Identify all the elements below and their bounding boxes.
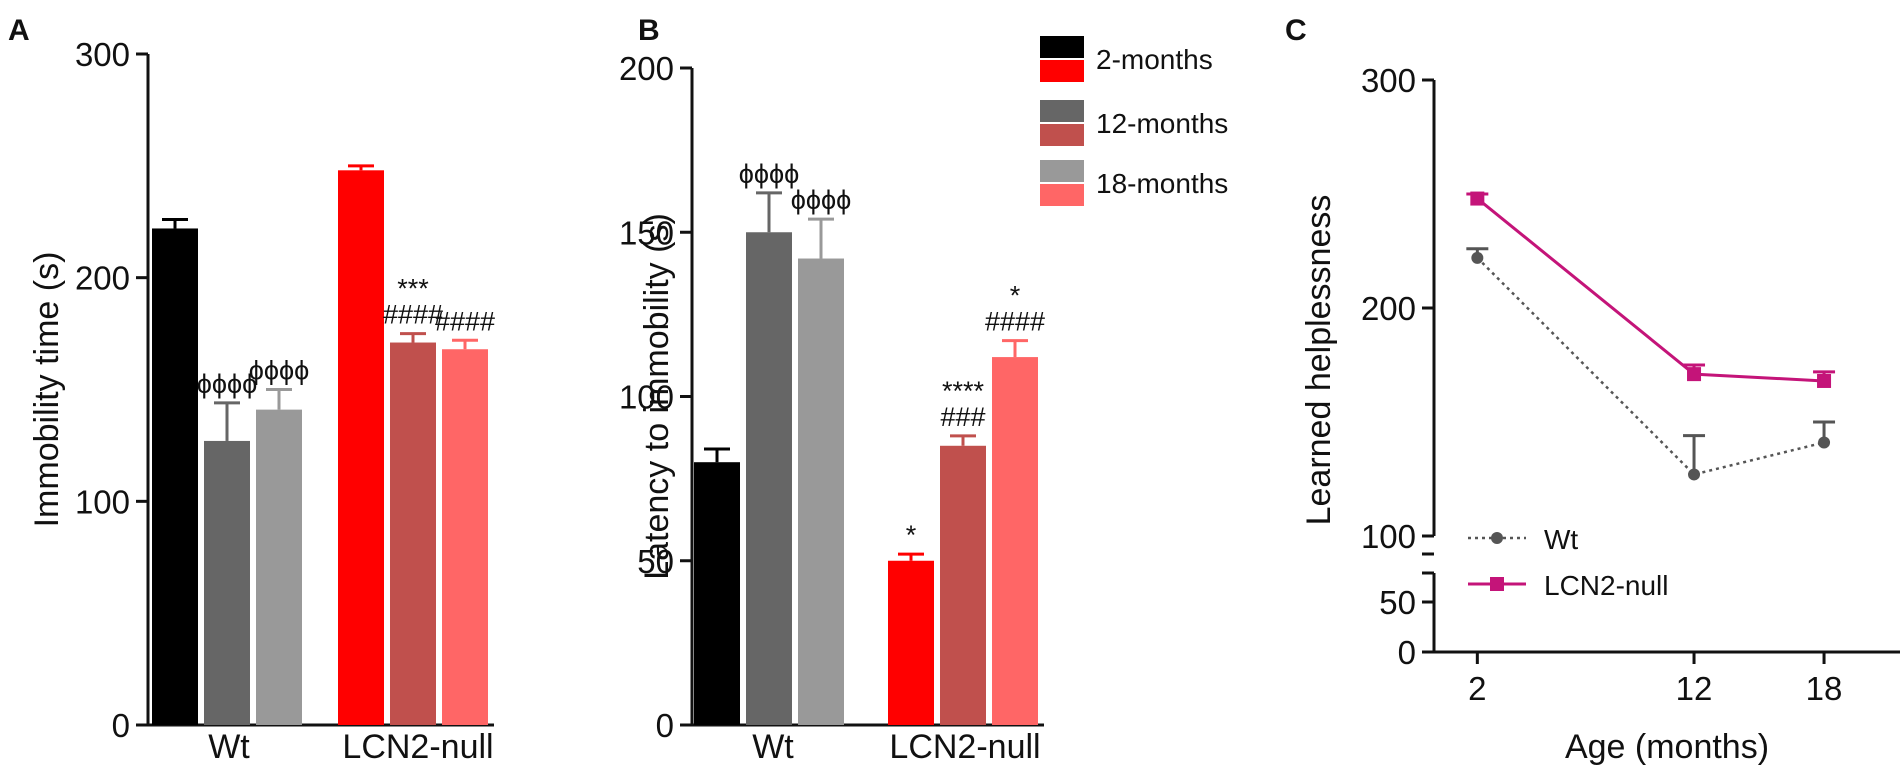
panel-b-bar <box>694 462 740 725</box>
panel-c-x-tick-label: 12 <box>1676 670 1713 707</box>
panel-c-y-tick-label: 200 <box>1361 290 1416 327</box>
panel-a-bar <box>204 440 250 725</box>
panel-a-significance-label: #### <box>383 300 443 330</box>
panel-b-bar <box>798 258 844 725</box>
panel-c-legend-label: Wt <box>1544 524 1578 555</box>
panel-a-group-label: Wt <box>208 728 250 766</box>
panel-c-legend-label: LCN2-null <box>1544 570 1669 601</box>
panel-b: B 0 50 100 150 200 Latency to immobility (s) ϕ… <box>619 14 1228 766</box>
panel-b-legend-label: 18-months <box>1096 168 1228 199</box>
panel-c-x-tick-label: 2 <box>1468 670 1486 707</box>
panel-c-data-point <box>1817 373 1832 388</box>
panel-b-legend-swatch <box>1040 184 1084 206</box>
panel-a-significance-label: #### <box>435 306 495 336</box>
panel-c-series-line <box>1476 256 1825 476</box>
panel-b-bar <box>746 232 792 725</box>
panel-b-legend-label: 2-months <box>1096 44 1213 75</box>
panel-c-legend-marker <box>1491 532 1503 544</box>
panel-a-y-tick-label: 100 <box>75 483 130 520</box>
panel-b-significance-label: #### <box>985 307 1045 337</box>
panel-c-letter: C <box>1285 14 1307 47</box>
panel-a-significance-label: ϕϕϕϕ <box>197 369 258 399</box>
panel-b-significance-label: * <box>906 520 917 550</box>
panel-b-y-tick-label: 0 <box>656 707 674 744</box>
panel-a-bar <box>442 349 488 725</box>
panel-c-y-tick-label: 0 <box>1398 634 1416 671</box>
panel-a-significance-label: *** <box>397 274 429 304</box>
panel-c-x-tick-label: 18 <box>1806 670 1843 707</box>
panel-a-significance-label: ϕϕϕϕ <box>249 356 310 386</box>
panel-c-data-point <box>1687 367 1702 382</box>
panel-a-y-label: Immobility time (s) <box>28 252 66 528</box>
panel-b-significance-label: ### <box>940 402 985 432</box>
panel-b-y-tick-label: 100 <box>619 379 674 416</box>
panel-b-y-tick-label: 200 <box>619 50 674 87</box>
panel-b-y-tick-label: 50 <box>637 543 674 580</box>
panel-c-y-tick-label: 300 <box>1361 62 1416 99</box>
panel-c-data-point <box>1471 251 1484 264</box>
panel-c-y-tick-label: 100 <box>1361 518 1416 555</box>
panel-b-legend-swatch <box>1040 124 1084 146</box>
panel-b-significance-label: ϕϕϕϕ <box>739 159 800 189</box>
panel-c-legend-marker <box>1490 577 1504 591</box>
panel-a-y-tick-label: 300 <box>75 36 130 73</box>
panel-b-legend-swatch <box>1040 100 1084 122</box>
panel-a-group-label: LCN2-null <box>342 728 493 766</box>
panel-c-data-point <box>1470 191 1485 206</box>
panel-c-x-label: Age (months) <box>1565 728 1769 766</box>
panel-b-bar <box>888 560 934 725</box>
panel-b-significance-label: ϕϕϕϕ <box>791 185 852 215</box>
panel-b-legend-swatch <box>1040 36 1084 58</box>
panel-c-data-point <box>1688 468 1701 481</box>
panel-b-bar <box>940 445 986 725</box>
panel-c-series-line <box>1476 197 1825 383</box>
panel-a-letter: A <box>8 14 30 47</box>
panel-c-data-point <box>1818 436 1831 449</box>
panel-a-bar <box>256 409 302 725</box>
panel-c-y-tick-label: 50 <box>1379 584 1416 621</box>
panel-b-significance-label: * <box>1010 281 1021 311</box>
panel-b-group-label: LCN2-null <box>889 728 1040 766</box>
panel-b-bar <box>992 357 1038 725</box>
panel-b-y-tick-label: 150 <box>619 214 674 251</box>
panel-b-legend-label: 12-months <box>1096 108 1228 139</box>
panel-a-y-tick-label: 0 <box>112 707 130 744</box>
panel-c-y-label: Learned helplessness <box>1300 195 1338 526</box>
panel-b-legend-swatch <box>1040 60 1084 82</box>
panel-b-group-label: Wt <box>752 728 794 766</box>
panel-a-bar <box>152 228 198 725</box>
panel-a-bar <box>338 170 384 726</box>
panel-a-y-tick-label: 200 <box>75 260 130 297</box>
panel-c: C 100 200 300 0 50 2 12 18 Learned helplessness A… <box>1285 14 1900 766</box>
panel-b-significance-label: **** <box>942 376 985 406</box>
panel-b-legend-swatch <box>1040 160 1084 182</box>
panel-b-letter: B <box>638 14 660 47</box>
panel-a-bar <box>390 342 436 725</box>
panel-b-y-label: Latency to immobility (s) <box>638 213 676 580</box>
